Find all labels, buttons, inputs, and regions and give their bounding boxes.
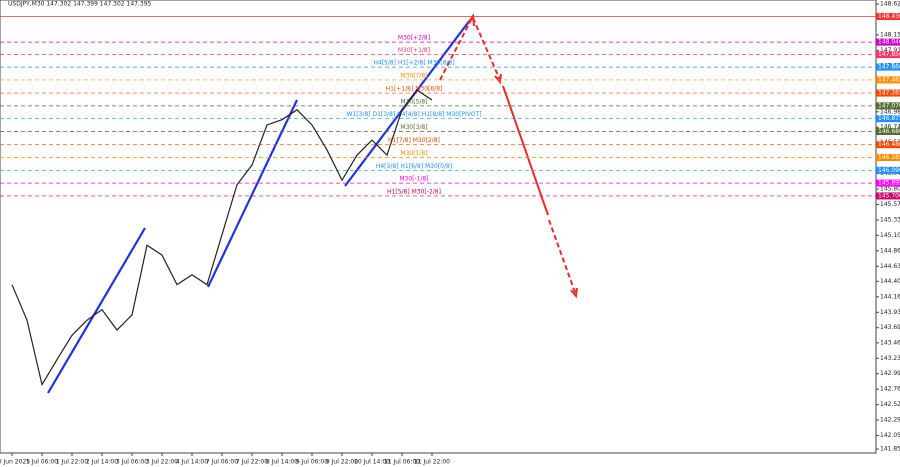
y-tick-label: 145.100 (880, 232, 900, 239)
x-tick-label: 1 Jul 06:00 (26, 459, 58, 466)
level-label: M30[1/8] (400, 150, 427, 157)
level-label: M30[7/8] (400, 72, 427, 79)
level-label: M30[+1/8] (398, 47, 430, 54)
plot-frame (0, 0, 877, 454)
price-tag-label: 146.480 (878, 141, 900, 148)
price-tag (876, 166, 900, 174)
x-tick-label: 7 Jul 22:00 (236, 459, 268, 466)
x-tick-label: 10 Jul 14:00 (354, 459, 390, 466)
price-line (11, 89, 433, 387)
y-tick-label: 142.995 (880, 370, 900, 377)
price-tag (876, 179, 900, 187)
x-tick-label: 3 Jul 06:00 (116, 459, 148, 466)
price-tag (876, 102, 900, 110)
price-tag (876, 192, 900, 200)
x-tick-label: 7 Jul 06:00 (206, 459, 238, 466)
y-tick-label: 146.745 (880, 124, 900, 131)
price-tag-label: 147.850 (878, 51, 900, 58)
level-label: M30[5/8] (400, 98, 427, 105)
level-label: M30[-1/8] (399, 176, 428, 183)
price-tag-label: 148.040 (878, 39, 900, 46)
y-tick-label: 144.400 (880, 278, 900, 285)
level-label: H1[5/8] M30[-2/8] (387, 188, 441, 195)
price-tag (876, 12, 900, 20)
x-tick-label: 1 Jul 22:00 (56, 459, 88, 466)
price-tag-label: 145.895 (878, 180, 900, 187)
y-tick-label: 143.465 (880, 339, 900, 346)
price-tag (876, 128, 900, 136)
x-tick-label: 11 Jul 06:00 (384, 459, 420, 466)
y-tick-label: 145.570 (880, 201, 900, 208)
price-tag-label: 145.700 (878, 192, 900, 199)
x-tick-label: 11 Jul 22:00 (414, 459, 450, 466)
price-tag-label: 147.660 (878, 64, 900, 71)
y-tick-label: 145.805 (880, 186, 900, 193)
price-tag-label: 148.430 (878, 13, 900, 20)
x-tick-label: 2 Jul 14:00 (86, 459, 118, 466)
price-tag-label: 146.680 (878, 128, 900, 135)
x-tick-label: 3 Jul 22:00 (146, 459, 178, 466)
x-tick-label: 9 Jul 22:00 (326, 459, 358, 466)
price-tag-label: 147.265 (878, 90, 900, 97)
price-tag (876, 141, 900, 149)
price-tag (876, 153, 900, 161)
y-tick-label: 143.930 (880, 309, 900, 316)
level-label: M30[+2/8] (398, 35, 430, 42)
x-tick-label: 4 Jul 14:00 (176, 459, 208, 466)
y-tick-label: 142.055 (880, 432, 900, 439)
y-tick-label: 143.230 (880, 355, 900, 362)
price-tag-label: 146.285 (878, 154, 900, 161)
price-tag-label: 147.465 (878, 76, 900, 83)
y-tick-label: 144.630 (880, 263, 900, 270)
level-label: H4[5/8] H1[+2/8] M30[8/8] (373, 60, 454, 67)
y-tick-label: 145.335 (880, 216, 900, 223)
y-tick-label: 143.695 (880, 324, 900, 331)
y-tick-label: 144.865 (880, 247, 900, 254)
y-tick-label: 148.150 (880, 31, 900, 38)
level-label: H1[+1/8] M30[6/8] (386, 86, 443, 93)
y-tick-label: 142.290 (880, 417, 900, 424)
y-tick-label: 142.760 (880, 386, 900, 393)
price-tag (876, 76, 900, 84)
y-tick-label: 142.525 (880, 401, 900, 408)
x-tick-label: 30 Jun 2025 (0, 459, 30, 466)
y-tick-label: 146.980 (880, 108, 900, 115)
y-tick-label: 147.915 (880, 47, 900, 54)
price-tag (876, 38, 900, 46)
forecast-arrows (439, 12, 578, 299)
price-tag-label: 146.090 (878, 167, 900, 174)
price-tag (876, 89, 900, 97)
level-label: H1[7/8] M30[2/8] (388, 137, 440, 144)
price-tag (876, 51, 900, 59)
level-label: M30[3/8] (400, 124, 427, 131)
y-tick-label: 148.620 (880, 1, 900, 8)
y-tick-label: 144.165 (880, 293, 900, 300)
level-label: H4[3/8] H1[6/8] M30[0/8] (376, 163, 452, 170)
y-tick-label: 141.850 (880, 446, 900, 453)
price-tag (876, 63, 900, 71)
price-tag-label: 146.875 (878, 115, 900, 122)
chart-title: USDJPY,M30 147.302 147.399 147.302 147.3… (8, 1, 152, 8)
price-tag-label: 147.070 (878, 102, 900, 109)
level-label: W1[3/8] D1[3/8] H4[4/8] H1[8/8] M30[PIVO… (346, 111, 481, 118)
price-tag (876, 115, 900, 123)
x-tick-label: 9 Jul 06:00 (296, 459, 328, 466)
x-tick-label: 8 Jul 14:00 (266, 459, 298, 466)
